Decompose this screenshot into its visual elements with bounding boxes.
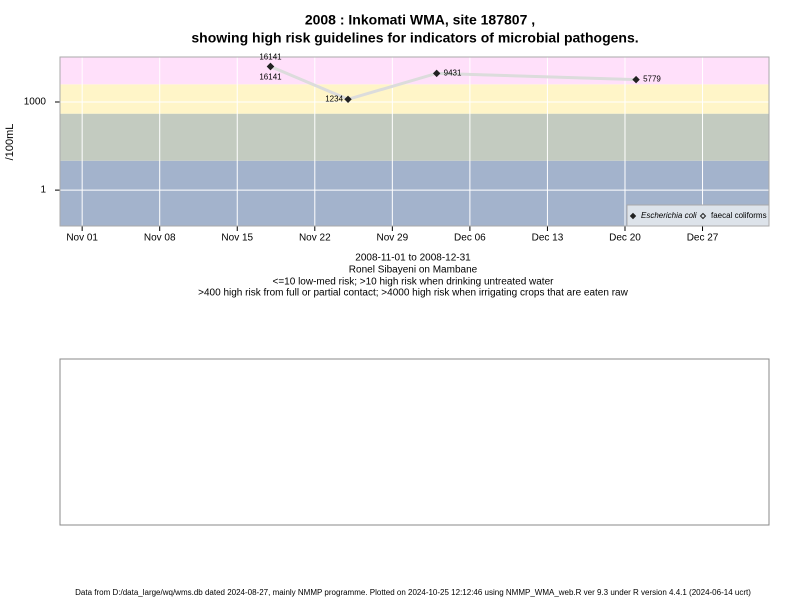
data-label: 1234 xyxy=(325,94,343,103)
chart-title: 2008 : Inkomati WMA, site 187807 , xyxy=(305,12,535,28)
legend-box xyxy=(626,204,770,227)
data-point xyxy=(632,75,640,84)
footer: Data from D:/data_large/wq/wms.db dated … xyxy=(75,588,751,597)
note: Ronel Sibayeni on Mambane xyxy=(349,265,478,276)
series-line xyxy=(269,65,637,101)
x-tick-label: Nov 01 xyxy=(66,233,98,244)
chart-subtitle: showing high risk guidelines for indicat… xyxy=(191,30,638,46)
risk-band xyxy=(60,84,769,114)
note: <=10 low-med risk; >10 high risk when dr… xyxy=(273,277,555,288)
x-tick-label: Dec 13 xyxy=(532,233,564,244)
note: >400 high risk from full or partial cont… xyxy=(198,288,628,299)
plot-frame xyxy=(59,56,770,227)
x-tick-label: Nov 29 xyxy=(377,233,409,244)
y-axis-label: /100mL xyxy=(4,124,16,161)
x-tick-label: Nov 08 xyxy=(144,233,176,244)
y-tick-label: 1000 xyxy=(24,97,47,108)
note: 2008-11-01 to 2008-12-31 xyxy=(355,253,471,264)
data-point xyxy=(432,69,441,78)
y-tick-label: 1 xyxy=(40,185,46,196)
x-tick-label: Dec 20 xyxy=(609,233,641,244)
x-tick-label: Nov 22 xyxy=(299,233,331,244)
risk-band xyxy=(60,113,769,161)
data-label: 9431 xyxy=(444,68,462,77)
legend-marker xyxy=(629,212,637,220)
data-label: 16141 xyxy=(259,53,282,62)
data-point xyxy=(266,62,275,71)
data-label: 5779 xyxy=(643,75,661,84)
legend-label: Escherichia coli xyxy=(641,211,697,220)
x-tick-label: Dec 06 xyxy=(454,233,486,244)
x-tick-label: Nov 15 xyxy=(221,233,253,244)
x-tick-label: Dec 27 xyxy=(687,233,719,244)
legend-marker xyxy=(699,212,707,220)
data-label: 16141 xyxy=(259,73,282,82)
empty-panel xyxy=(59,358,770,526)
data-point xyxy=(344,95,352,104)
legend-label: faecal coliforms xyxy=(711,211,767,220)
